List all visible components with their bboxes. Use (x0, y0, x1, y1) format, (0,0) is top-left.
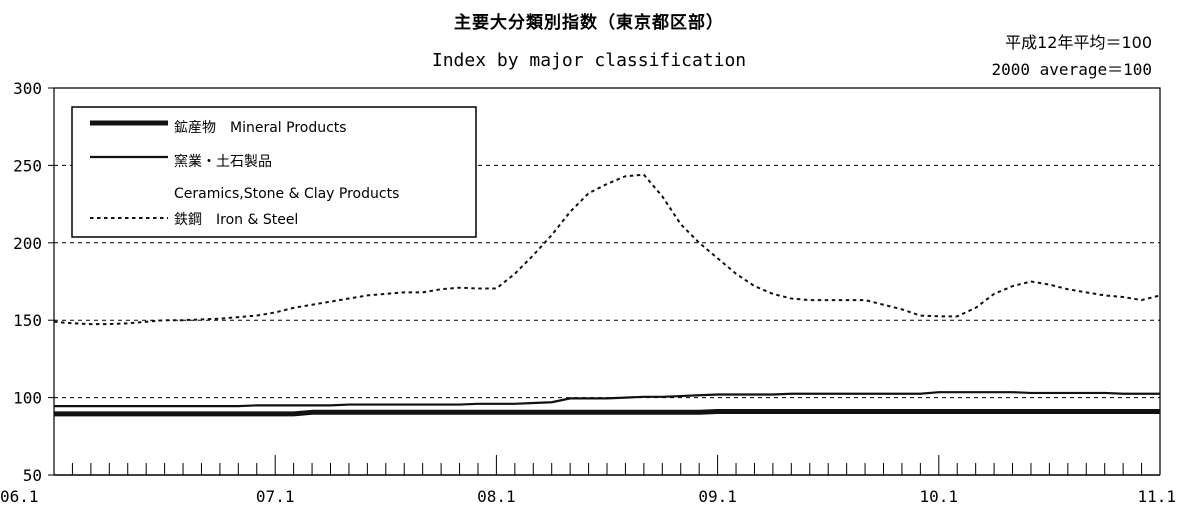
legend-box (71, 106, 477, 238)
y-tick-label: 250 (13, 156, 42, 175)
chart-title-en: Index by major classification (431, 50, 747, 71)
chart-title-ja: 主要大分類別指数（東京都区部） (454, 13, 724, 33)
y-tick-label: 50 (23, 466, 42, 485)
base-note-ja: 平成12年平均＝100 (1005, 33, 1152, 52)
x-tick-label: 06.1 (0, 487, 39, 506)
x-tick-label: 08.1 (477, 487, 516, 506)
y-tick-label: 300 (13, 79, 42, 98)
y-tick-label: 150 (13, 311, 42, 330)
legend-label-2: 窯業・土石製品 (174, 153, 272, 170)
x-tick-label: 09.1 (698, 487, 737, 506)
base-note-en: 2000 average＝100 (991, 60, 1153, 79)
x-tick-label: 10.1 (920, 487, 959, 506)
series-line-1 (54, 409, 1160, 417)
y-tick-label: 200 (13, 234, 42, 253)
legend-label-1: 鉱産物 Mineral Products (174, 119, 347, 136)
plot-frame (53, 87, 1161, 475)
legend-label-2: Ceramics,Stone & Clay Products (174, 186, 399, 202)
x-tick-label: 11.1 (1137, 487, 1176, 506)
series-line-3 (53, 173, 1161, 326)
y-tick-label: 100 (13, 389, 42, 408)
legend-label-3: 鉄鋼 Iron & Steel (174, 212, 298, 228)
series-line-2 (54, 391, 1160, 408)
x-tick-label: 07.1 (256, 487, 295, 506)
